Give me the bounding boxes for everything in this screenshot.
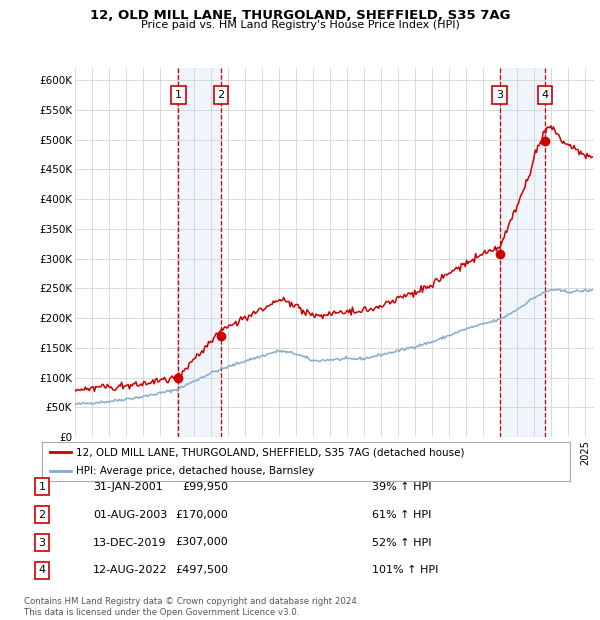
- Text: 52% ↑ HPI: 52% ↑ HPI: [372, 538, 431, 547]
- Text: HPI: Average price, detached house, Barnsley: HPI: Average price, detached house, Barn…: [76, 466, 314, 476]
- Text: 2: 2: [217, 90, 224, 100]
- Text: £307,000: £307,000: [175, 538, 228, 547]
- Text: 12-AUG-2022: 12-AUG-2022: [93, 565, 167, 575]
- Text: 31-JAN-2001: 31-JAN-2001: [93, 482, 163, 492]
- Text: Contains HM Land Registry data © Crown copyright and database right 2024.
This d: Contains HM Land Registry data © Crown c…: [24, 598, 359, 617]
- Bar: [178, 68, 221, 437]
- Text: Price paid vs. HM Land Registry's House Price Index (HPI): Price paid vs. HM Land Registry's House …: [140, 20, 460, 30]
- Text: 01-AUG-2003: 01-AUG-2003: [93, 510, 167, 520]
- Text: 13-DEC-2019: 13-DEC-2019: [93, 538, 167, 547]
- Text: 3: 3: [496, 90, 503, 100]
- Text: 101% ↑ HPI: 101% ↑ HPI: [372, 565, 439, 575]
- Text: 12, OLD MILL LANE, THURGOLAND, SHEFFIELD, S35 7AG: 12, OLD MILL LANE, THURGOLAND, SHEFFIELD…: [90, 9, 510, 22]
- Text: £170,000: £170,000: [175, 510, 228, 520]
- Text: 2: 2: [38, 510, 46, 520]
- Bar: [500, 68, 545, 437]
- Text: 39% ↑ HPI: 39% ↑ HPI: [372, 482, 431, 492]
- Text: 3: 3: [38, 538, 46, 547]
- Text: 4: 4: [38, 565, 46, 575]
- Text: 1: 1: [175, 90, 182, 100]
- Text: £99,950: £99,950: [182, 482, 228, 492]
- Text: £497,500: £497,500: [175, 565, 228, 575]
- Text: 12, OLD MILL LANE, THURGOLAND, SHEFFIELD, S35 7AG (detached house): 12, OLD MILL LANE, THURGOLAND, SHEFFIELD…: [76, 448, 465, 458]
- Text: 1: 1: [38, 482, 46, 492]
- Text: 4: 4: [541, 90, 548, 100]
- Text: 61% ↑ HPI: 61% ↑ HPI: [372, 510, 431, 520]
